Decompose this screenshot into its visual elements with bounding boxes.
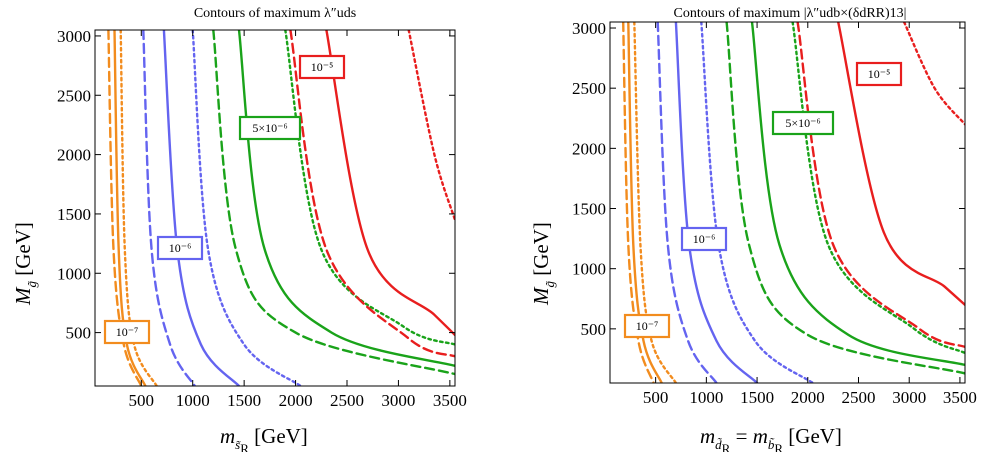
x-tick-label: 3500 — [943, 388, 977, 407]
right-chart-title: Contours of maximum |λ″udb×(δdRR)13| — [674, 6, 907, 21]
contour-line — [237, 30, 455, 367]
left-contour-curves — [107, 30, 455, 386]
right-plot-frame — [609, 21, 966, 384]
contour-line — [325, 30, 455, 337]
contour-line — [791, 22, 965, 355]
svg-text:ms̃R [GeV]: ms̃R [GeV] — [220, 424, 308, 452]
y-tick-label: 500 — [66, 324, 92, 343]
contour-line — [289, 30, 455, 358]
svg-text:10⁻⁷: 10⁻⁷ — [116, 325, 139, 339]
contour-line — [407, 30, 455, 222]
right-x-axis-label: md̃R = mb̃R [GeV] — [700, 424, 842, 452]
x-tick-label: 2000 — [279, 391, 313, 410]
x-tick-label: 500 — [643, 388, 669, 407]
contour-label: 10⁻⁵ — [855, 61, 903, 87]
contour-line — [656, 22, 718, 383]
contour-label: 5×10⁻⁶ — [771, 110, 835, 136]
right-contour-labels: 10⁻⁷ 10⁻⁶ 5×10⁻⁶ 10⁻⁵ — [623, 61, 903, 339]
contour-label: 10⁻⁶ — [156, 235, 204, 261]
contour-label: 10⁻⁶ — [680, 226, 728, 252]
y-tick-label: 3000 — [57, 27, 91, 46]
y-tick-label: 2500 — [57, 86, 91, 105]
left-panel: Contours of maximum λ″uds 10⁻⁷ 10⁻⁶ 5×10⁻⁶… — [11, 6, 467, 452]
y-tick-label: 3000 — [572, 19, 606, 38]
left-chart-title: Contours of maximum λ″uds — [194, 6, 356, 21]
contour-line — [284, 30, 455, 346]
svg-text:Mg̃ [GeV]: Mg̃ [GeV] — [11, 222, 39, 306]
x-tick-label: 3000 — [381, 391, 415, 410]
y-tick-label: 1500 — [572, 200, 606, 219]
x-tick-label: 2000 — [791, 388, 825, 407]
contour-line — [902, 22, 965, 126]
contour-line — [837, 22, 965, 306]
svg-text:Mg̃ [GeV]: Mg̃ [GeV] — [529, 222, 557, 306]
y-tick-label: 1000 — [572, 260, 606, 279]
contour-label: 10⁻⁷ — [103, 319, 151, 345]
svg-text:md̃R = mb̃R [GeV]: md̃R = mb̃R [GeV] — [700, 424, 842, 452]
right-axis-ticks: 500 1000 1500 2000 2500 3000 3500 500 1000 1500 20… — [572, 19, 977, 407]
svg-text:10⁻⁵: 10⁻⁵ — [311, 60, 334, 74]
left-y-axis-label: Mg̃ [GeV] — [11, 222, 39, 306]
y-tick-label: 500 — [581, 320, 607, 339]
y-tick-label: 2000 — [572, 139, 606, 158]
y-tick-label: 2000 — [57, 146, 91, 165]
contour-label: 10⁻⁷ — [623, 313, 671, 339]
contour-line — [119, 30, 158, 386]
contour-label: 5×10⁻⁶ — [238, 115, 302, 141]
contour-line — [674, 22, 759, 383]
contour-line — [700, 22, 815, 383]
y-tick-label: 1500 — [57, 205, 91, 224]
contour-line — [142, 30, 196, 386]
contour-line — [796, 22, 965, 349]
contour-line — [113, 30, 147, 386]
svg-text:10⁻⁵: 10⁻⁵ — [868, 67, 891, 81]
right-contour-curves — [622, 22, 965, 383]
y-tick-label: 2500 — [572, 79, 606, 98]
contour-line — [622, 22, 655, 383]
contour-line — [107, 30, 143, 386]
x-tick-label: 1500 — [227, 391, 261, 410]
left-plot-frame — [94, 29, 456, 387]
contour-line — [162, 30, 241, 386]
x-tick-label: 1000 — [176, 391, 210, 410]
contour-line — [212, 30, 455, 376]
x-tick-label: 1000 — [689, 388, 723, 407]
right-y-axis-label: Mg̃ [GeV] — [529, 222, 557, 306]
contour-label: 10⁻⁵ — [298, 54, 346, 80]
svg-text:10⁻⁶: 10⁻⁶ — [693, 232, 716, 246]
svg-text:10⁻⁷: 10⁻⁷ — [636, 319, 659, 333]
svg-text:10⁻⁶: 10⁻⁶ — [169, 241, 192, 255]
contour-line — [750, 22, 965, 367]
x-tick-label: 2500 — [330, 391, 364, 410]
x-tick-label: 1500 — [740, 388, 774, 407]
left-contour-labels: 10⁻⁷ 10⁻⁶ 5×10⁻⁶ 10⁻⁵ — [103, 54, 346, 345]
x-tick-label: 500 — [129, 391, 155, 410]
x-tick-label: 3500 — [433, 391, 467, 410]
svg-text:5×10⁻⁶: 5×10⁻⁶ — [252, 121, 287, 135]
x-tick-label: 3000 — [892, 388, 926, 407]
contour-line — [191, 30, 302, 386]
right-panel: Contours of maximum |λ″udb×(δdRR)13| 10⁻… — [529, 6, 977, 452]
contour-line — [633, 22, 678, 383]
left-x-axis-label: ms̃R [GeV] — [220, 424, 308, 452]
y-tick-label: 1000 — [57, 264, 91, 283]
left-axis-ticks: 500 1000 1500 2000 2500 3000 3500 500 1000 1500 20… — [57, 27, 467, 410]
x-tick-label: 2500 — [842, 388, 876, 407]
contour-line — [725, 22, 965, 375]
svg-text:5×10⁻⁶: 5×10⁻⁶ — [785, 116, 820, 130]
contour-line — [627, 22, 663, 383]
